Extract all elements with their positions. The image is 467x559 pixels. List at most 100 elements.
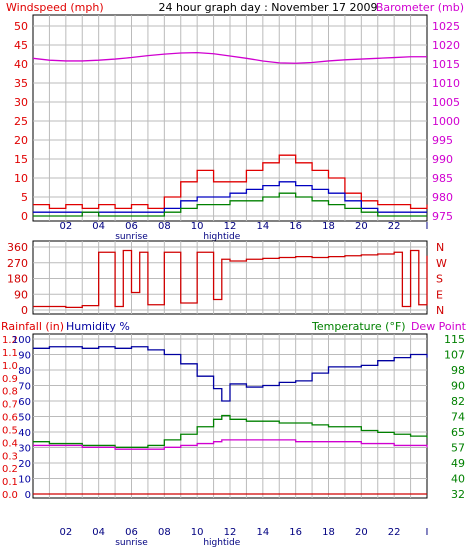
sunrise-marker: sunrise xyxy=(115,232,148,242)
hour-tick-label: 06 xyxy=(125,527,138,538)
direction-degree-tick: 0 xyxy=(21,304,28,317)
series-line-average xyxy=(33,181,427,213)
direction-compass-tick: S xyxy=(436,273,443,286)
temperature-tick: 90 xyxy=(451,380,465,393)
barometer-tick: 1005 xyxy=(432,96,460,109)
humidity-tick: 0 xyxy=(25,490,31,501)
humidity-tick: 90 xyxy=(18,351,31,362)
temperature-tick: 107 xyxy=(444,349,465,362)
barometer-axis-title: Barometer (mb) xyxy=(376,1,464,14)
hour-tick-label: 16 xyxy=(289,527,302,538)
series-line-dew-point xyxy=(33,439,428,450)
dewpoint-axis-title: Dew Point xyxy=(411,320,467,333)
series-line-low xyxy=(33,192,427,217)
windspeed-tick: 40 xyxy=(14,58,28,71)
temperature-tick: 74 xyxy=(451,411,465,424)
direction-degree-tick: 180 xyxy=(7,273,28,286)
hour-tick-label: 04 xyxy=(92,527,105,538)
humidity-tick: 80 xyxy=(18,366,31,377)
graph-title: 24 hour graph day : November 17 2009 xyxy=(158,1,377,14)
humidity-tick: 50 xyxy=(18,413,31,424)
hour-tick-label: 14 xyxy=(256,221,269,232)
barometer-tick: 1020 xyxy=(432,39,460,52)
barometer-tick: 1015 xyxy=(432,58,460,71)
direction-compass-tick: E xyxy=(436,288,443,301)
hour-tick-label: 12 xyxy=(224,221,237,232)
wind-direction-series xyxy=(33,249,428,309)
barometer-tick: 995 xyxy=(432,134,453,147)
humidity-temp-panel: 1.21.11.00.90.80.70.60.50.40.30.20.10.0 … xyxy=(2,333,465,548)
barometer-tick: 990 xyxy=(432,153,453,166)
hour-tick-label: 10 xyxy=(191,221,204,232)
rainfall-tick: 0.7 xyxy=(2,400,18,411)
windspeed-tick: 10 xyxy=(14,172,28,185)
hour-tick-label: 18 xyxy=(322,527,335,538)
barometer-tick: 1000 xyxy=(432,115,460,128)
temperature-tick: 32 xyxy=(451,488,465,501)
windspeed-tick: 25 xyxy=(14,115,28,128)
windspeed-tick: 20 xyxy=(14,134,28,147)
direction-degree-tick: 90 xyxy=(14,288,28,301)
wind-baro-series xyxy=(32,51,428,217)
series-line-temperature xyxy=(33,414,428,448)
hour-tick-label: I xyxy=(426,221,429,232)
windspeed-tick: 30 xyxy=(14,96,28,109)
series-line-gust xyxy=(33,154,428,210)
hour-tick-label: 22 xyxy=(388,221,401,232)
rainfall-tick: 0.3 xyxy=(2,451,18,462)
hour-tick-label: 16 xyxy=(289,221,302,232)
series-line-humidity xyxy=(33,346,428,402)
humidity-tick: 60 xyxy=(18,397,31,408)
hour-tick-label: 04 xyxy=(92,221,105,232)
rainfall-tick: 0.6 xyxy=(2,413,18,424)
hour-tick-label: 22 xyxy=(388,527,401,538)
rainfall-tick-labels: 1.2 1.1 1.0 0.9 0.8 0.7 0.60.5 0.4 0.3 0.2 0.1 0.0 xyxy=(2,335,18,501)
rainfall-axis-title: Rainfall (in) xyxy=(1,320,64,333)
windspeed-tick: 15 xyxy=(14,153,28,166)
hour-tick-label: I xyxy=(426,527,429,538)
hightide-marker: hightide xyxy=(203,538,240,548)
windspeed-tick: 5 xyxy=(21,191,28,204)
temperature-tick: 57 xyxy=(451,442,465,455)
humidity-tick: 40 xyxy=(18,428,31,439)
series-line-barometer xyxy=(32,51,427,64)
humidity-tick: 70 xyxy=(18,382,31,393)
rainfall-tick: 0.5 xyxy=(2,425,18,436)
direction-compass-tick: N xyxy=(436,304,444,317)
humidity-temp-series xyxy=(33,346,428,495)
humidity-tick: 20 xyxy=(18,459,31,470)
humidity-tick: 30 xyxy=(18,444,31,455)
rainfall-tick: 0.8 xyxy=(2,387,18,398)
temperature-tick: 40 xyxy=(451,473,465,486)
hour-tick-label: 20 xyxy=(355,221,368,232)
hour-tick-label: 08 xyxy=(158,221,171,232)
windspeed-tick: 0 xyxy=(21,210,28,223)
rainfall-tick: 0.2 xyxy=(2,464,18,475)
barometer-tick: 985 xyxy=(432,172,453,185)
windspeed-axis-title: Windspeed (mph) xyxy=(6,1,104,14)
hour-tick-label: 06 xyxy=(125,221,138,232)
humidity-tick: 100 xyxy=(12,335,31,346)
direction-compass-tick: W xyxy=(436,257,447,270)
humidity-axis-title: Humidity % xyxy=(66,320,130,333)
barometer-tick: 1025 xyxy=(432,20,460,33)
temperature-tick: 98 xyxy=(451,364,465,377)
windspeed-tick: 35 xyxy=(14,77,28,90)
hour-tick-label: 12 xyxy=(224,527,237,538)
rainfall-tick: 1.1 xyxy=(2,348,18,359)
rainfall-tick: 0.9 xyxy=(2,374,18,385)
sunrise-marker: sunrise xyxy=(115,538,148,548)
temperature-tick: 82 xyxy=(451,395,465,408)
temperature-tick: 115 xyxy=(444,333,465,346)
humidity-tick: 10 xyxy=(18,475,31,486)
hour-tick-label: 08 xyxy=(158,527,171,538)
direction-degree-labels: 360 270 180 90 0 xyxy=(7,241,28,317)
direction-compass-tick: N xyxy=(436,241,444,254)
direction-degree-tick: 360 xyxy=(7,241,28,254)
